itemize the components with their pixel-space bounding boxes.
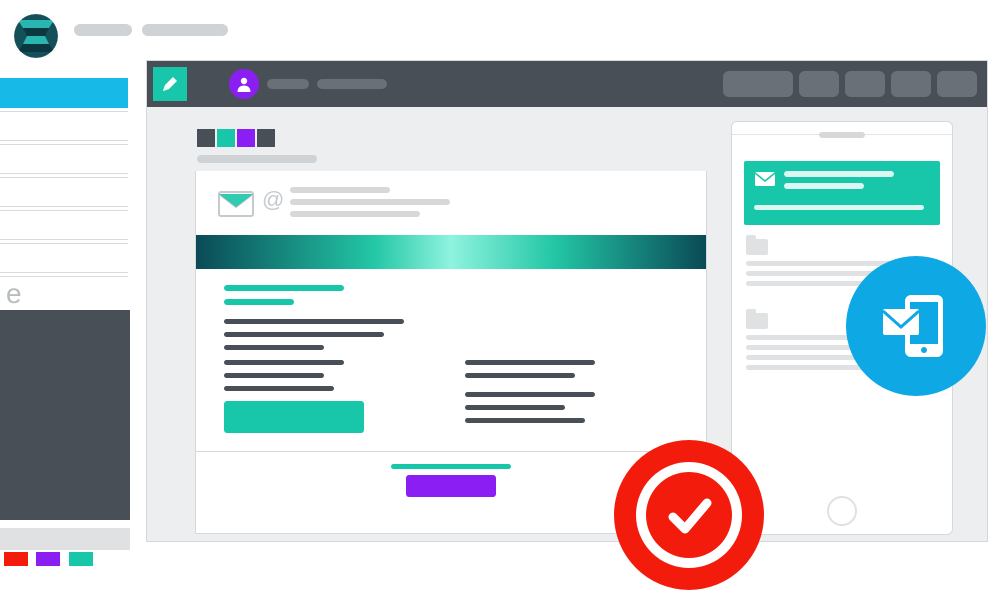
editor-toolbar (147, 61, 987, 107)
app-card: e (0, 0, 1000, 560)
color-swatches (197, 129, 705, 147)
toolbar-segment (142, 24, 228, 36)
swatch[interactable] (237, 129, 255, 147)
sidebar-item[interactable] (0, 78, 128, 108)
email-hero-image (196, 235, 706, 269)
folder-icon (746, 239, 768, 255)
sidebar-item[interactable] (0, 210, 128, 240)
folder-icon (746, 313, 768, 329)
edit-button[interactable] (153, 67, 187, 101)
sidebar-footer (0, 528, 130, 550)
person-icon (235, 75, 253, 93)
window-button[interactable] (799, 71, 839, 97)
swatch[interactable] (197, 129, 215, 147)
user-button[interactable] (229, 69, 259, 99)
sidebar-search-input[interactable]: e (0, 276, 128, 312)
window-button[interactable] (937, 71, 977, 97)
window-button[interactable] (845, 71, 885, 97)
at-icon: @ (262, 187, 284, 213)
window-controls (723, 69, 977, 99)
mobile-mail-badge (846, 256, 986, 396)
envelope-icon (218, 189, 258, 219)
toolbar-segment (74, 24, 132, 36)
email-header: @ (196, 171, 706, 235)
mobile-mail-icon (877, 287, 955, 365)
pencil-icon (160, 74, 180, 94)
app-frame: e (0, 0, 1000, 591)
phone-speaker (819, 132, 865, 138)
check-icon (663, 489, 715, 541)
status-chip-teal[interactable] (69, 552, 93, 566)
mobile-email-card[interactable] (744, 161, 940, 225)
envelope-icon (754, 171, 776, 187)
sidebar: e (0, 78, 130, 315)
sidebar-item[interactable] (0, 144, 128, 174)
canvas-title-placeholder (197, 155, 317, 163)
window-button[interactable] (723, 71, 793, 97)
footer-button[interactable] (406, 475, 496, 497)
sidebar-item[interactable] (0, 177, 128, 207)
status-chip-purple[interactable] (36, 552, 60, 566)
home-button[interactable] (827, 496, 857, 526)
status-chip-red[interactable] (4, 552, 28, 566)
cta-button[interactable] (224, 401, 364, 433)
app-logo-icon (14, 14, 58, 58)
status-chips (4, 552, 97, 566)
sidebar-dark-panel (0, 310, 130, 520)
check-badge (614, 440, 764, 590)
window-button[interactable] (891, 71, 931, 97)
sidebar-item[interactable] (0, 111, 128, 141)
swatch[interactable] (257, 129, 275, 147)
sidebar-item[interactable] (0, 243, 128, 273)
swatch[interactable] (217, 129, 235, 147)
